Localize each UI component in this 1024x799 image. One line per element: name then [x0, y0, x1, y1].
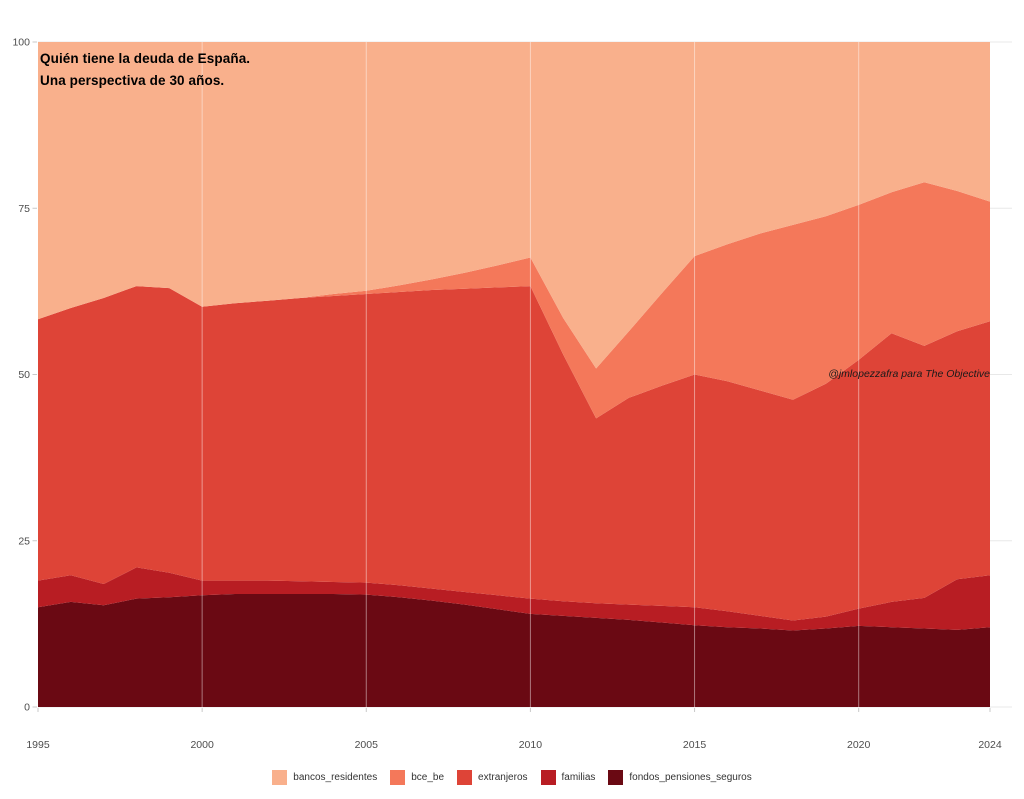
area-familias: [38, 567, 990, 631]
y-axis-label-25: 25: [18, 535, 30, 547]
chart-legend: bancos_residentes bce_be extranjeros famili…: [0, 764, 1024, 790]
legend-label-fondos_pensiones_seguros: fondos_pensiones_seguros: [629, 771, 752, 783]
legend-label-bce_be: bce_be: [411, 771, 445, 783]
legend-item-familias: familias: [540, 769, 596, 785]
area-bce_be: [38, 182, 990, 419]
legend-item-fondos_pensiones_seguros: fondos_pensiones_seguros: [608, 769, 752, 785]
area-bancos_residentes: [38, 42, 990, 369]
legend-swatch-familias: [540, 769, 556, 785]
x-axis-label-1995: 1995: [26, 739, 50, 751]
y-axis-label-75: 75: [18, 203, 30, 215]
chart-title: Quién tiene la deuda de España. Una pers…: [40, 48, 250, 92]
legend-label-bancos_residentes: bancos_residentes: [293, 771, 378, 783]
x-axis-label-2020: 2020: [847, 739, 871, 751]
legend-swatch-bancos_residentes: [272, 769, 288, 785]
x-axis-label-2015: 2015: [683, 739, 707, 751]
attribution-text: @jmlopezzafra para The Objective: [828, 368, 990, 380]
legend-item-extranjeros: extranjeros: [457, 769, 528, 785]
x-axis-label-2024: 2024: [978, 739, 1002, 751]
chart-title-line-2: Una perspectiva de 30 años.: [40, 73, 225, 88]
y-axis-label-50: 50: [18, 369, 30, 381]
legend-label-familias: familias: [561, 771, 596, 783]
x-axis-label-2010: 2010: [519, 739, 543, 751]
legend-item-bce_be: bce_be: [390, 769, 445, 785]
area-fondos_pensiones_seguros: [38, 594, 990, 707]
legend-swatch-fondos_pensiones_seguros: [608, 769, 624, 785]
legend-label-extranjeros: extranjeros: [478, 771, 528, 783]
legend-swatch-extranjeros: [457, 769, 473, 785]
legend-swatch-bce_be: [390, 769, 406, 785]
y-axis-label-0: 0: [24, 702, 30, 714]
chart-title-line-1: Quién tiene la deuda de España.: [40, 51, 251, 66]
area-extranjeros: [38, 286, 990, 621]
legend-item-bancos_residentes: bancos_residentes: [272, 769, 378, 785]
x-axis-label-2000: 2000: [190, 739, 214, 751]
y-axis-label-100: 100: [12, 37, 30, 49]
x-axis-label-2005: 2005: [355, 739, 379, 751]
